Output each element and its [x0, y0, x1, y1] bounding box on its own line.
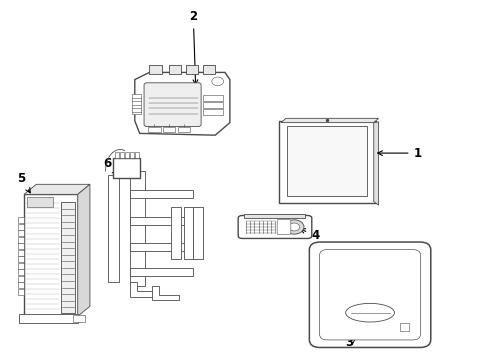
Polygon shape [373, 122, 378, 205]
Bar [148, 127, 160, 132]
FancyBboxPatch shape [319, 249, 420, 340]
Bar [120, 152, 124, 158]
FancyBboxPatch shape [238, 216, 311, 238]
Bar [18, 224, 24, 230]
Bar [115, 152, 119, 158]
Polygon shape [244, 214, 305, 219]
Circle shape [284, 220, 304, 234]
Bar [203, 65, 215, 74]
Bar [168, 65, 181, 74]
Polygon shape [281, 118, 378, 123]
Bar [18, 263, 24, 269]
Text: 4: 4 [300, 229, 319, 242]
Bar [193, 207, 203, 259]
Bar [26, 197, 53, 207]
Bar [24, 194, 78, 316]
Bar [18, 243, 24, 249]
Bar [18, 289, 24, 295]
Text: 3: 3 [345, 336, 353, 348]
Bar [18, 269, 24, 275]
Circle shape [288, 223, 299, 231]
Bar [130, 190, 193, 198]
Bar [125, 152, 129, 158]
Bar [149, 65, 161, 74]
Bar [399, 323, 408, 330]
Bar [135, 152, 139, 158]
Bar [18, 283, 24, 288]
Bar [113, 158, 140, 178]
Bar [183, 207, 193, 259]
Bar [130, 152, 134, 158]
Bar [203, 102, 222, 108]
Bar [130, 268, 193, 276]
Ellipse shape [345, 303, 394, 322]
Text: 2: 2 [189, 10, 198, 85]
Polygon shape [135, 72, 229, 135]
Bar [171, 207, 181, 259]
Bar [18, 250, 24, 256]
Circle shape [211, 77, 223, 86]
FancyBboxPatch shape [277, 220, 290, 234]
FancyBboxPatch shape [287, 126, 366, 196]
Bar [130, 171, 144, 286]
Bar [130, 243, 198, 251]
Text: 1: 1 [377, 147, 421, 159]
Text: 5: 5 [17, 172, 30, 193]
Polygon shape [130, 282, 157, 297]
FancyBboxPatch shape [279, 121, 375, 203]
Bar [19, 315, 78, 323]
Bar [18, 230, 24, 236]
FancyBboxPatch shape [144, 83, 201, 127]
Bar [203, 95, 222, 101]
Polygon shape [78, 184, 90, 316]
Bar [61, 202, 75, 313]
Bar [73, 315, 85, 321]
Bar [163, 127, 175, 132]
Bar [108, 175, 119, 282]
Bar [18, 256, 24, 262]
Bar [203, 109, 222, 116]
FancyBboxPatch shape [309, 242, 430, 347]
Bar [177, 127, 189, 132]
Polygon shape [152, 286, 178, 300]
Text: 6: 6 [102, 157, 117, 174]
Bar [18, 237, 24, 243]
Bar [185, 65, 198, 74]
Polygon shape [24, 184, 90, 194]
Bar [132, 94, 141, 114]
Bar [18, 217, 24, 223]
Bar [18, 276, 24, 282]
Bar [130, 217, 188, 225]
